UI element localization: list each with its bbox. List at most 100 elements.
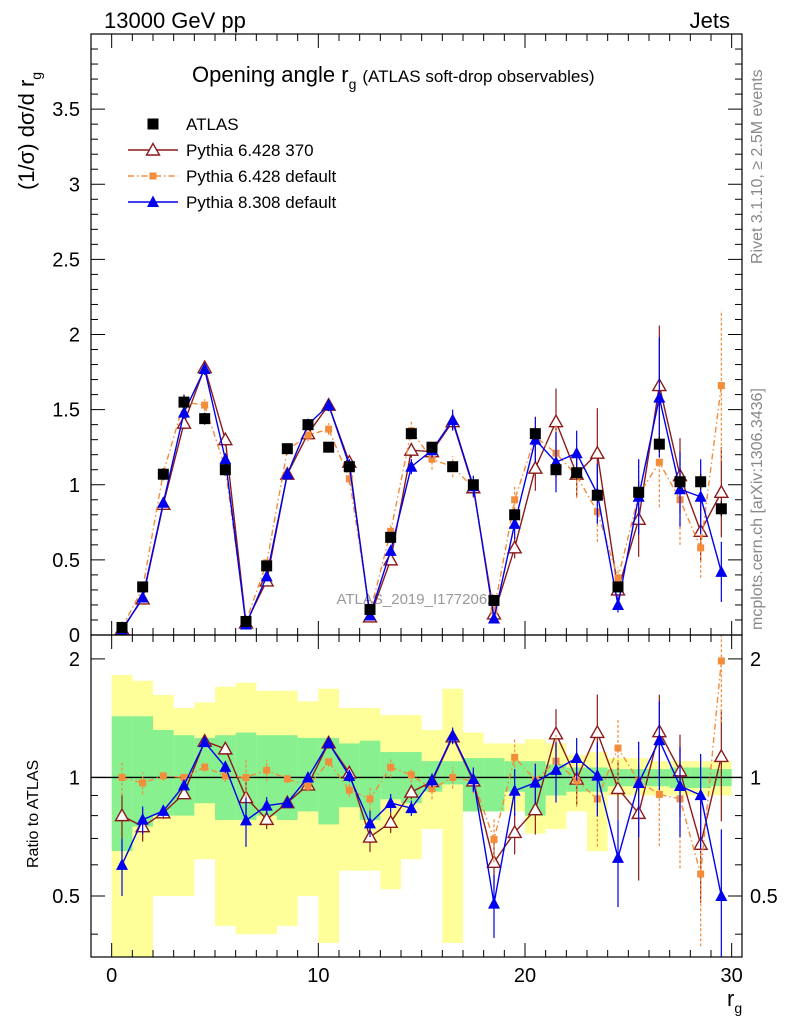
y-tick-label-6: 3 [69,174,80,196]
point-pythia-6-428-370-20 [527,460,544,474]
header-energy-label: 13000 GeV pp [104,8,246,33]
point-pythia-6-428-default-18 [490,607,498,615]
point-pythia-8-308-default-19 [508,517,521,529]
point-pythia-8-308-default-26 [653,391,666,403]
svg-text:(1/σ) dσ/d rg: (1/σ) dσ/d rg [14,72,44,190]
chart-title-main: Opening angle r [192,62,349,87]
ratio-point-pythia-8-308-default-0 [116,858,128,870]
point-atlas-18 [488,594,500,606]
point-pythia-6-428-default-10 [325,425,333,433]
point-pythia-6-428-370-23 [589,445,606,459]
point-atlas-22 [571,467,583,479]
line-pythia-6-428-default [121,385,723,628]
point-atlas-26 [653,438,665,450]
point-atlas-25 [633,486,645,498]
ratio-point-pythia-8-308-default-2 [157,804,170,816]
legend: ATLAS Pythia 6.428 370 Pythia 6.428 defaul… [128,115,337,212]
ratio-tick-label-right-1: 1 [750,767,761,789]
point-pythia-8-308-default-14 [405,460,418,472]
series-atlas [116,394,727,633]
ratio-point-pythia-6-428-default-2 [159,772,167,780]
ratio-point-pythia-8-308-default-10 [322,736,335,748]
band-inner-12 [359,740,381,820]
point-pythia-6-428-default-29 [717,382,725,390]
ratio-point-pythia-8-308-default-9 [302,770,314,783]
ratio-point-pythia-6-428-default-26 [655,790,663,798]
point-pythia-6-428-370-5 [217,431,234,446]
point-atlas-2 [157,468,169,480]
ratio-point-pythia-6-428-default-8 [283,775,291,783]
ratio-point-pythia-8-308-default-5 [219,760,232,772]
series-pythia-6-428-default [118,310,725,631]
point-atlas-23 [591,489,603,501]
ratio-point-pythia-6-428-default-7 [263,766,271,774]
ratio-point-pythia-6-428-default-16 [449,773,457,781]
ratio-point-pythia-8-308-default-17 [467,772,480,785]
ratio-point-pythia-6-428-default-1 [139,779,147,787]
chart-title-subscript: g [349,76,357,92]
point-atlas-5 [219,464,231,476]
ratio-point-pythia-6-428-370-19 [506,824,523,839]
ratio-point-pythia-6-428-370-14 [403,784,420,798]
ratio-point-pythia-6-428-370-29 [713,748,730,763]
y-tick-label-4: 2 [69,325,80,347]
point-pythia-8-308-default-13 [384,544,397,556]
x-tick-label-20: 20 [514,965,536,987]
ratio-point-pythia-6-428-default-28 [697,870,705,878]
ratio-point-pythia-8-308-default-4 [198,735,211,748]
point-atlas-13 [385,531,397,543]
point-atlas-29 [715,503,727,515]
ratio-tick-label-right-2: 2 [750,649,761,671]
ratio-point-pythia-8-308-default-16 [446,729,459,741]
point-pythia-8-308-default-7 [260,569,273,582]
ratio-point-pythia-6-428-default-4 [201,763,209,771]
point-atlas-16 [447,461,459,473]
point-atlas-3 [178,396,190,408]
ratio-tick-label-1: 1 [69,767,80,789]
point-atlas-9 [302,419,314,431]
x-axis-label-main: r [727,986,734,1011]
point-pythia-8-308-default-3 [178,406,190,418]
ratio-point-pythia-6-428-default-9 [304,782,312,790]
ratio-point-pythia-6-428-default-14 [407,771,415,779]
ratio-point-pythia-6-428-default-0 [118,773,126,781]
ratio-point-pythia-6-428-default-12 [366,795,374,803]
point-pythia-8-308-default-24 [612,598,624,610]
band-inner-10 [318,737,339,825]
ratio-line-pythia-6-428-default [121,660,723,875]
legend-label-pythia-6-428-370: Pythia 6.428 370 [186,141,314,160]
y-tick-label-3: 1.5 [52,400,80,422]
point-pythia-6-428-default-24 [614,574,622,582]
ratio-point-pythia-6-428-370-23 [589,724,606,739]
ratio-point-pythia-8-308-default-22 [570,751,583,764]
mcplots-reference-label: mcplots.cern.ch [arXiv:1306.3436] [749,388,766,630]
ratio-point-pythia-6-428-default-24 [614,744,622,752]
ratio-point-pythia-8-308-default-14 [405,801,418,814]
x-axis-label-subscript: g [734,1000,742,1016]
y-axis-title: (1/σ) dσ/d rg [14,72,44,190]
axes-group: 0 10 20 30 0 0.5 1 1.5 2 2.5 3 3.5 0.5 0.5 1 1 2 2 [52,34,778,987]
point-atlas-19 [509,509,521,521]
ratio-point-pythia-6-428-default-11 [345,786,353,794]
ratio-line-pythia-8-308-default [121,734,723,904]
point-pythia-6-428-370-19 [506,539,523,554]
point-pythia-6-428-370-21 [548,413,564,428]
ratio-point-pythia-8-308-default-19 [508,784,521,796]
ratio-point-pythia-8-308-default-28 [694,788,707,801]
chart-title: Opening angle rg (ATLAS soft-drop observa… [192,62,594,92]
legend-entry-pythia-6-428-default: Pythia 6.428 default [128,167,337,186]
point-atlas-8 [281,443,293,455]
ratio-tick-label-2: 2 [69,649,80,671]
point-pythia-8-308-default-16 [446,413,459,426]
ratio-point-pythia-8-308-default-7 [260,799,273,811]
point-atlas-7 [261,560,273,572]
point-pythia-8-308-default-8 [281,467,294,480]
y-axis-label-subscript: g [28,72,44,80]
point-pythia-8-308-default-18 [488,611,500,624]
ratio-point-pythia-8-308-default-13 [384,796,397,808]
ratio-tick-label-0: 0.5 [52,886,80,908]
ratio-point-pythia-6-428-default-18 [490,836,498,844]
legend-entry-pythia-6-428-370: Pythia 6.428 370 [128,141,314,160]
ratio-point-pythia-8-308-default-12 [364,816,376,829]
